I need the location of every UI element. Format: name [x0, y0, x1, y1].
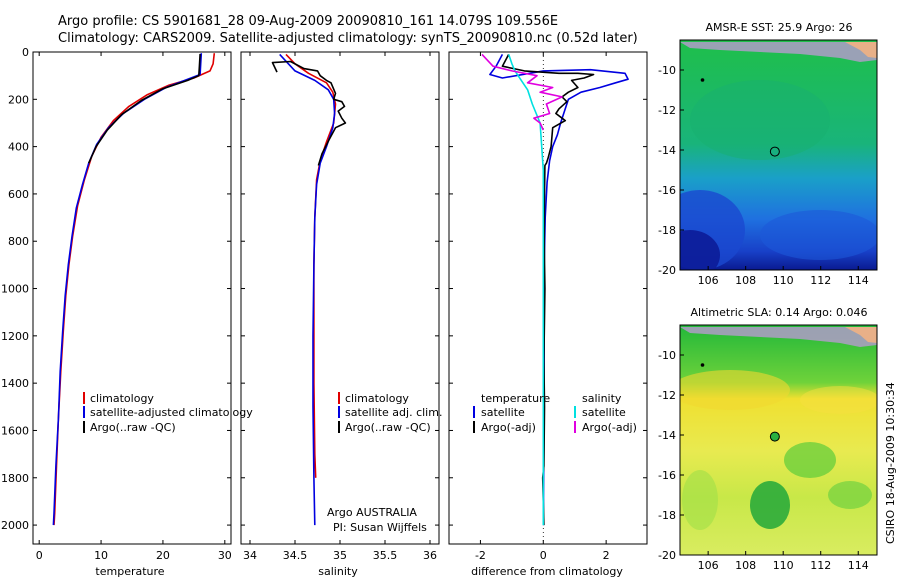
- sla-island-marker: [700, 363, 705, 367]
- temp-series-argo-raw-qc: [87, 53, 201, 164]
- sst-xtick-label: 108: [735, 274, 756, 287]
- sla-map-axes: 106 108 110 112 114 -10 -12 -14 -16 -18 -20: [658, 349, 869, 572]
- temperature-axes: [32, 51, 232, 545]
- legend-climatology: climatology: [90, 392, 154, 405]
- sla-xtick-label: 114: [848, 559, 869, 572]
- temp-xtick-label: 0: [36, 549, 43, 562]
- sal-xtick-label: 35.5: [373, 549, 398, 562]
- sst-ytick-label: -20: [658, 264, 676, 277]
- depth-tick-label: 1600: [1, 424, 29, 437]
- temperature-xlabel: temperature: [95, 565, 164, 578]
- diff-legend-temperature: temperature: [481, 392, 550, 405]
- sla-ytick-label: -18: [658, 509, 676, 522]
- sla-xtick-label: 110: [773, 559, 794, 572]
- sst-xtick-label: 110: [773, 274, 794, 287]
- depth-tick-label: 1800: [1, 472, 29, 485]
- sst-map-image: [680, 40, 877, 270]
- sst-ytick-label: -18: [658, 224, 676, 237]
- sal-xtick-label: 34.5: [283, 549, 308, 562]
- depth-tick-label: 1200: [1, 330, 29, 343]
- sla-xtick-label: 106: [698, 559, 719, 572]
- diff-xtick-label: 2: [603, 549, 610, 562]
- difference-xlabel: difference from climatology: [471, 565, 623, 578]
- temp-xtick-label: 10: [94, 549, 108, 562]
- temperature-plot: 0 10 20 30 0 200 400 600 800 1000 1200 1400 1600 1800…: [1, 46, 232, 562]
- sla-xtick-label: 112: [810, 559, 831, 572]
- legend-satellite-adjusted: satellite-adjusted climatology: [90, 406, 253, 419]
- temp-series-climatology: [53, 53, 216, 526]
- sal-series-argo-raw-qc: [271, 60, 347, 166]
- sst-ytick-label: -12: [658, 104, 676, 117]
- sst-map-title: AMSR-E SST: 25.9 Argo: 26: [705, 21, 852, 34]
- diff-series-salinity-satellite: [507, 54, 545, 526]
- sla-float-marker: [769, 431, 780, 442]
- sst-island-marker: [700, 78, 705, 82]
- annotation-argo-australia: Argo AUSTRALIA: [327, 506, 417, 519]
- difference-axes: [448, 51, 648, 545]
- sla-map-frame: [679, 324, 878, 556]
- sal-xtick-label: 34: [243, 549, 257, 562]
- depth-tick-label: 200: [8, 93, 29, 106]
- sla-ytick-label: -10: [658, 349, 676, 362]
- sst-map-axes: 106 108 110 112 114 -10 -12 -14 -16 -18 -20: [658, 64, 869, 287]
- sst-map-frame: [679, 39, 878, 271]
- depth-tick-label: 1000: [1, 283, 29, 296]
- header-line-1: Argo profile: CS 5901681_28 09-Aug-2009 …: [58, 14, 558, 29]
- temp-xtick-label: 20: [156, 549, 170, 562]
- sst-xtick-label: 112: [810, 274, 831, 287]
- temp-series-satellite-adjusted-climatology: [52, 53, 203, 526]
- diff-xtick-label: -2: [475, 549, 486, 562]
- sal-series-satellite-adj-clim: [279, 53, 336, 526]
- annotation-pi: PI: Susan Wijffels: [333, 521, 427, 534]
- sal-legend-satellite: satellite adj. clim.: [345, 406, 442, 419]
- sst-ytick-label: -14: [658, 144, 676, 157]
- diff-series-salinity-argo-adj: [481, 53, 563, 131]
- salinity-legend: climatology satellite adj. clim. Argo(..…: [327, 392, 442, 534]
- sla-ytick-label: -20: [658, 549, 676, 562]
- temperature-legend: climatology satellite-adjusted climatolo…: [83, 392, 253, 434]
- sla-ytick-label: -14: [658, 429, 676, 442]
- depth-tick-label: 2000: [1, 519, 29, 532]
- depth-tick-label: 600: [8, 188, 29, 201]
- sal-legend-argo: Argo(..raw -QC): [345, 421, 431, 434]
- difference-legend: temperature satellite Argo(-adj) salinit…: [473, 392, 637, 434]
- sal-xtick-label: 36: [423, 549, 437, 562]
- depth-tick-label: 0: [22, 46, 29, 59]
- temp-xtick-label: 30: [218, 549, 232, 562]
- sal-xtick-label: 35: [333, 549, 347, 562]
- depth-tick-label: 800: [8, 235, 29, 248]
- sst-xtick-label: 114: [848, 274, 869, 287]
- sla-map-title: Altimetric SLA: 0.14 Argo: 0.046: [690, 306, 867, 319]
- diff-legend-temp-argo: Argo(-adj): [481, 421, 536, 434]
- salinity-xlabel: salinity: [318, 565, 358, 578]
- sla-ytick-label: -12: [658, 389, 676, 402]
- side-label: CSIRO 18-Aug-2009 10:30:34: [884, 382, 897, 544]
- diff-series-temperature-argo-adj: [501, 54, 595, 526]
- salinity-plot: 34 34.5 35 35.5 36: [241, 51, 439, 562]
- sal-series-climatology: [285, 53, 337, 478]
- diff-xtick-label: 0: [540, 549, 547, 562]
- sal-legend-climatology: climatology: [345, 392, 409, 405]
- sla-xtick-label: 108: [735, 559, 756, 572]
- depth-tick-label: 1400: [1, 377, 29, 390]
- depth-tick-label: 400: [8, 141, 29, 154]
- diff-legend-sal-satellite: satellite: [582, 406, 626, 419]
- sst-ytick-label: -10: [658, 64, 676, 77]
- header-line-2: Climatology: CARS2009. Satellite-adjuste…: [58, 31, 638, 46]
- sst-ytick-label: -16: [658, 184, 676, 197]
- sst-xtick-label: 106: [698, 274, 719, 287]
- sst-float-marker: [769, 146, 780, 157]
- difference-plot: -2 0 2: [449, 51, 647, 562]
- legend-argo-raw: Argo(..raw -QC): [90, 421, 176, 434]
- sla-ytick-label: -16: [658, 469, 676, 482]
- diff-legend-temp-satellite: satellite: [481, 406, 525, 419]
- diff-legend-salinity: salinity: [582, 392, 622, 405]
- diff-legend-sal-argo: Argo(-adj): [582, 421, 637, 434]
